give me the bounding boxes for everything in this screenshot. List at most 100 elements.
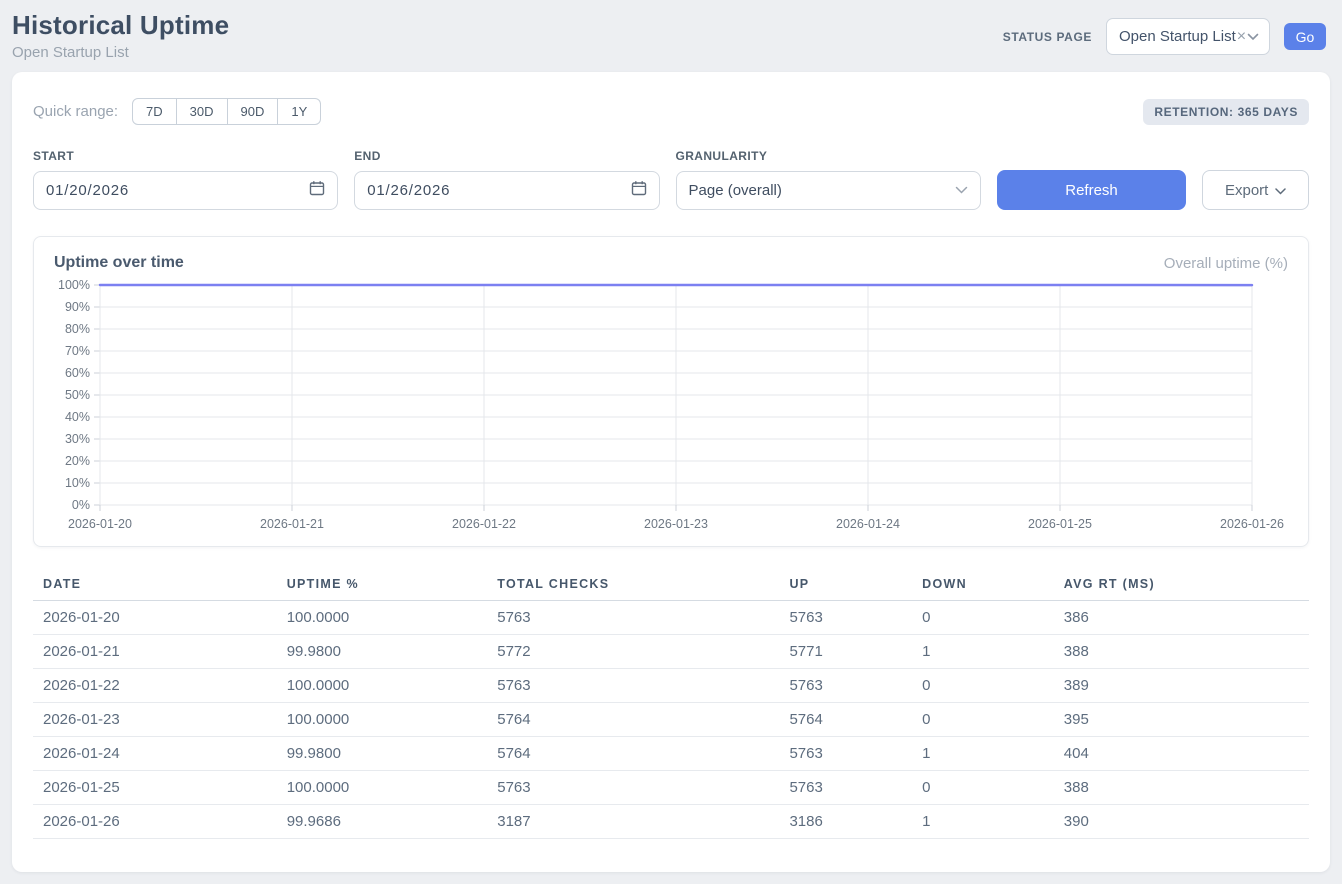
cell-date: 2026-01-23 [33, 703, 277, 737]
refresh-button[interactable]: Refresh [997, 170, 1187, 210]
end-label: END [354, 149, 659, 163]
uptime-chart: 0%10%20%30%40%50%60%70%80%90%100%2026-01… [54, 280, 1288, 538]
quick-range-label: Quick range: [33, 103, 118, 120]
start-label: START [33, 149, 338, 163]
quick-range-90d[interactable]: 90D [228, 98, 279, 125]
table-row: 2026-01-2199.9800577257711388 [33, 635, 1309, 669]
cell-date: 2026-01-26 [33, 805, 277, 839]
status-page-select[interactable]: Open Startup List × [1106, 18, 1270, 55]
cell-down: 0 [912, 703, 1054, 737]
quick-range-row: Quick range: 7D30D90D1Y RETENTION: 365 D… [33, 98, 1309, 125]
table-body: 2026-01-20100.00005763576303862026-01-21… [33, 601, 1309, 839]
chart-legend-label: Overall uptime (%) [1164, 255, 1288, 272]
end-date-input[interactable]: 01/26/2026 [354, 171, 659, 210]
table-row: 2026-01-25100.0000576357630388 [33, 771, 1309, 805]
svg-text:2026-01-20: 2026-01-20 [68, 517, 132, 531]
clear-selection-icon[interactable]: × [1237, 29, 1246, 45]
cell-uptime: 99.9800 [277, 737, 488, 771]
table-header-up: UP [779, 571, 912, 601]
quick-range-7d[interactable]: 7D [132, 98, 177, 125]
cell-avg-rt-ms: 389 [1054, 669, 1309, 703]
chevron-down-icon [1275, 182, 1286, 199]
table-row: 2026-01-23100.0000576457640395 [33, 703, 1309, 737]
cell-total-checks: 5772 [487, 635, 779, 669]
svg-text:50%: 50% [65, 388, 90, 402]
cell-down: 1 [912, 635, 1054, 669]
table-header-date: DATE [33, 571, 277, 601]
svg-text:70%: 70% [65, 344, 90, 358]
calendar-icon[interactable] [309, 180, 325, 201]
svg-text:2026-01-21: 2026-01-21 [260, 517, 324, 531]
table-header-uptime: UPTIME % [277, 571, 488, 601]
cell-total-checks: 5763 [487, 669, 779, 703]
svg-text:2026-01-24: 2026-01-24 [836, 517, 900, 531]
export-button[interactable]: Export [1202, 170, 1309, 210]
cell-date: 2026-01-24 [33, 737, 277, 771]
svg-text:2026-01-22: 2026-01-22 [452, 517, 516, 531]
uptime-table: DATEUPTIME %TOTAL CHECKSUPDOWNAVG RT (MS… [33, 571, 1309, 839]
start-date-input[interactable]: 01/20/2026 [33, 171, 338, 210]
cell-up: 5763 [779, 601, 912, 635]
cell-uptime: 99.9800 [277, 635, 488, 669]
cell-up: 5771 [779, 635, 912, 669]
uptime-chart-svg: 0%10%20%30%40%50%60%70%80%90%100%2026-01… [54, 280, 1288, 538]
table-header-row: DATEUPTIME %TOTAL CHECKSUPDOWNAVG RT (MS… [33, 571, 1309, 601]
svg-text:40%: 40% [65, 410, 90, 424]
main-panel: Quick range: 7D30D90D1Y RETENTION: 365 D… [12, 72, 1330, 872]
start-date-value: 01/20/2026 [46, 182, 129, 199]
table-header-avg-rt-ms: AVG RT (MS) [1054, 571, 1309, 601]
cell-uptime: 100.0000 [277, 669, 488, 703]
granularity-select[interactable]: Page (overall) [676, 171, 981, 210]
end-date-value: 01/26/2026 [367, 182, 450, 199]
calendar-icon[interactable] [631, 180, 647, 201]
cell-date: 2026-01-25 [33, 771, 277, 805]
start-date-group: START 01/20/2026 [33, 149, 338, 210]
quick-range-group: 7D30D90D1Y [132, 98, 321, 125]
cell-total-checks: 5764 [487, 737, 779, 771]
export-button-label: Export [1225, 182, 1268, 199]
cell-up: 5764 [779, 703, 912, 737]
cell-total-checks: 5763 [487, 771, 779, 805]
granularity-label: GRANULARITY [676, 149, 981, 163]
cell-avg-rt-ms: 404 [1054, 737, 1309, 771]
cell-uptime: 100.0000 [277, 703, 488, 737]
chevron-down-icon [1247, 28, 1259, 46]
table-row: 2026-01-20100.0000576357630386 [33, 601, 1309, 635]
top-header: Historical Uptime Open Startup List STAT… [0, 0, 1342, 72]
table-header-down: DOWN [912, 571, 1054, 601]
cell-up: 5763 [779, 669, 912, 703]
svg-text:2026-01-23: 2026-01-23 [644, 517, 708, 531]
granularity-group: GRANULARITY Page (overall) [676, 149, 981, 210]
granularity-selected-value: Page (overall) [689, 182, 782, 199]
svg-text:10%: 10% [65, 476, 90, 490]
retention-badge: RETENTION: 365 DAYS [1143, 99, 1309, 125]
page-title: Historical Uptime [12, 10, 229, 41]
go-button[interactable]: Go [1284, 23, 1326, 50]
svg-text:60%: 60% [65, 366, 90, 380]
quick-range-1y[interactable]: 1Y [278, 98, 321, 125]
cell-total-checks: 5764 [487, 703, 779, 737]
table-row: 2026-01-2699.9686318731861390 [33, 805, 1309, 839]
cell-uptime: 100.0000 [277, 601, 488, 635]
cell-date: 2026-01-20 [33, 601, 277, 635]
quick-range-30d[interactable]: 30D [177, 98, 228, 125]
cell-avg-rt-ms: 388 [1054, 635, 1309, 669]
svg-text:80%: 80% [65, 322, 90, 336]
cell-total-checks: 5763 [487, 601, 779, 635]
svg-text:2026-01-25: 2026-01-25 [1028, 517, 1092, 531]
chart-header: Uptime over time Overall uptime (%) [54, 254, 1288, 272]
cell-avg-rt-ms: 386 [1054, 601, 1309, 635]
uptime-chart-card: Uptime over time Overall uptime (%) 0%10… [33, 236, 1309, 547]
table-row: 2026-01-22100.0000576357630389 [33, 669, 1309, 703]
cell-down: 1 [912, 737, 1054, 771]
cell-avg-rt-ms: 395 [1054, 703, 1309, 737]
svg-text:30%: 30% [65, 432, 90, 446]
cell-down: 0 [912, 669, 1054, 703]
cell-down: 1 [912, 805, 1054, 839]
svg-text:90%: 90% [65, 300, 90, 314]
chart-title: Uptime over time [54, 254, 184, 272]
table-header-total-checks: TOTAL CHECKS [487, 571, 779, 601]
cell-date: 2026-01-21 [33, 635, 277, 669]
status-page-selected-value: Open Startup List [1119, 28, 1236, 45]
cell-uptime: 100.0000 [277, 771, 488, 805]
